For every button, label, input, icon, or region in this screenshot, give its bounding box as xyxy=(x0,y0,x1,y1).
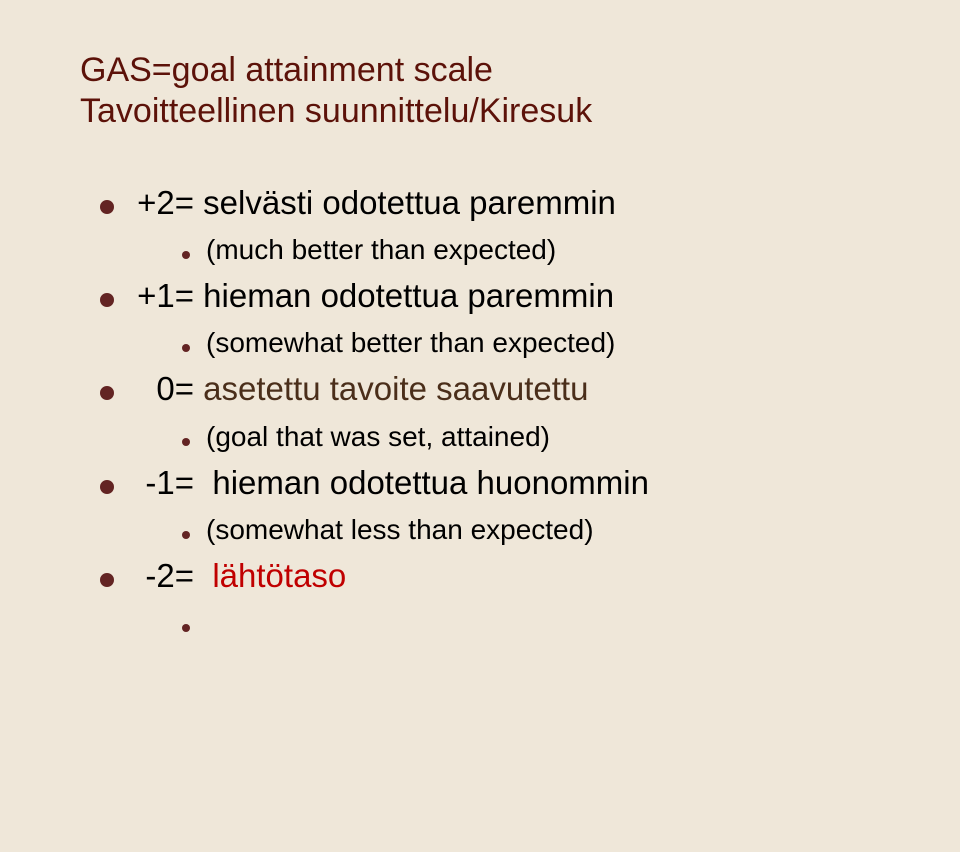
scale-level-minus1: -1= hieman odotettua huonommin xyxy=(100,460,900,506)
bullet-icon xyxy=(180,624,206,632)
score-subtext: (much better than expected) xyxy=(206,230,556,269)
score-subtext: (somewhat less than expected) xyxy=(206,510,594,549)
bullet-icon xyxy=(180,531,206,539)
score-text: asetettu tavoite saavutettu xyxy=(203,370,588,407)
bullet-icon xyxy=(100,480,132,494)
score-label: +1= xyxy=(132,273,194,319)
content-area: +2= selvästi odotettua paremmin (much be… xyxy=(100,180,900,643)
score-text: selvästi odotettua paremmin xyxy=(203,184,616,221)
scale-level-plus2-sub: (much better than expected) xyxy=(100,230,900,269)
score-label: -2= xyxy=(132,553,194,599)
scale-level-plus1-sub: (somewhat better than expected) xyxy=(100,323,900,362)
bullet-icon xyxy=(100,293,132,307)
bullet-icon xyxy=(180,251,206,259)
score-text: lähtötaso xyxy=(212,557,346,594)
slide-title: GAS=goal attainment scale Tavoitteelline… xyxy=(80,50,900,132)
score-text: hieman odotettua paremmin xyxy=(203,277,614,314)
score-text: hieman odotettua huonommin xyxy=(212,464,649,501)
score-subtext xyxy=(206,603,214,642)
scale-level-zero-sub: (goal that was set, attained) xyxy=(100,417,900,456)
title-line-2: Tavoitteellinen suunnittelu/Kiresuk xyxy=(80,92,592,130)
score-subtext: (goal that was set, attained) xyxy=(206,417,550,456)
scale-level-minus1-sub: (somewhat less than expected) xyxy=(100,510,900,549)
slide: GAS=goal attainment scale Tavoitteelline… xyxy=(0,0,960,852)
scale-level-empty xyxy=(100,603,900,642)
bullet-icon xyxy=(100,200,132,214)
score-label: 0= xyxy=(132,366,194,412)
title-line-1: GAS=goal attainment scale xyxy=(80,51,493,89)
score-label: -1= xyxy=(132,460,194,506)
scale-level-zero: 0= asetettu tavoite saavutettu xyxy=(100,366,900,412)
bullet-icon xyxy=(180,438,206,446)
score-label: +2= xyxy=(132,180,194,226)
scale-level-plus2: +2= selvästi odotettua paremmin xyxy=(100,180,900,226)
bullet-icon xyxy=(180,344,206,352)
bullet-icon xyxy=(100,386,132,400)
bullet-icon xyxy=(100,573,132,587)
score-subtext: (somewhat better than expected) xyxy=(206,323,615,362)
scale-level-plus1: +1= hieman odotettua paremmin xyxy=(100,273,900,319)
scale-level-minus2: -2= lähtötaso xyxy=(100,553,900,599)
